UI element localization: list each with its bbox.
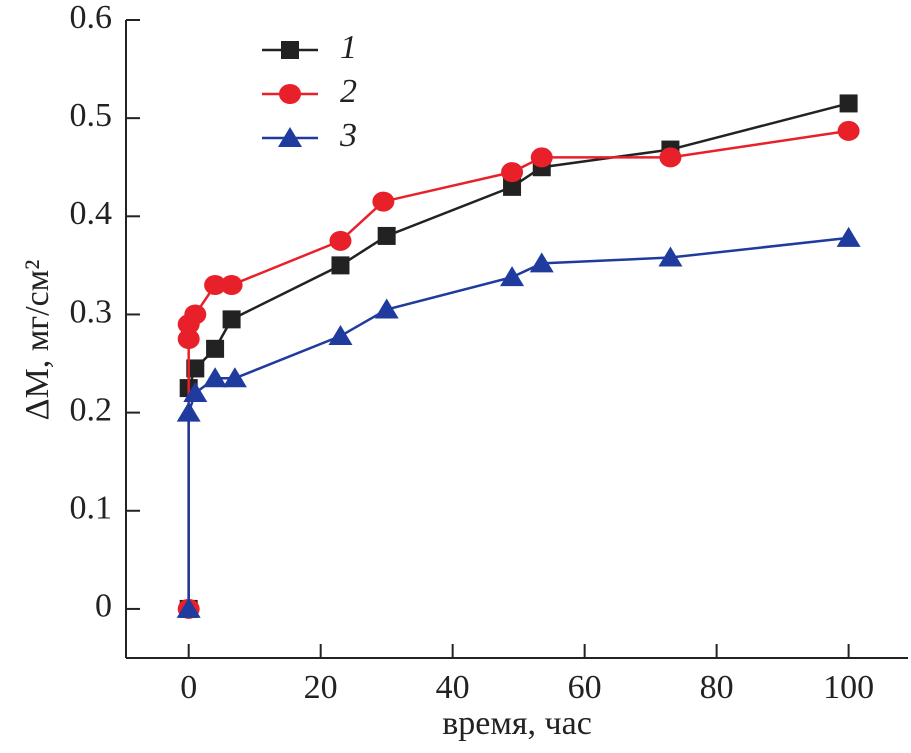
y-tick-label: 0.3 [70, 293, 113, 330]
y-tick-label: 0.5 [70, 97, 113, 134]
x-tick-label: 80 [700, 669, 734, 706]
y-tick-label: 0 [95, 588, 112, 625]
legend-label: 3 [339, 117, 357, 154]
marker [220, 275, 243, 296]
legend-label: 1 [340, 29, 357, 66]
y-tick-label: 0.2 [70, 391, 113, 428]
legend-label: 2 [340, 73, 357, 110]
marker [500, 266, 525, 287]
marker [222, 367, 247, 388]
x-tick-label: 40 [436, 669, 470, 706]
marker [186, 359, 205, 378]
marker [659, 147, 682, 168]
legend-marker [281, 41, 299, 59]
marker [203, 367, 228, 388]
series-line [187, 236, 849, 609]
x-tick-label: 20 [304, 669, 338, 706]
marker [328, 325, 353, 346]
marker [658, 246, 683, 267]
y-axis-label: ΔM, мг/см² [19, 260, 56, 421]
x-tick-label: 0 [180, 669, 197, 706]
x-tick-label: 60 [568, 669, 602, 706]
marker [331, 256, 350, 275]
marker [206, 339, 225, 358]
marker [374, 298, 399, 319]
marker [176, 597, 201, 618]
marker [329, 230, 352, 251]
x-axis-label: время, час [442, 705, 592, 742]
marker [183, 381, 208, 402]
marker [503, 177, 522, 196]
series-line [187, 129, 849, 609]
marker [204, 275, 227, 296]
marker [184, 304, 207, 325]
legend-marker [279, 84, 301, 104]
y-tick-label: 0.6 [70, 0, 113, 36]
marker [372, 191, 395, 212]
marker [839, 94, 858, 113]
marker [530, 147, 553, 168]
marker [836, 226, 861, 247]
marker [222, 310, 241, 329]
y-tick-label: 0.4 [70, 195, 113, 232]
marker [177, 329, 200, 349]
marker [501, 162, 524, 183]
x-tick-label: 100 [823, 669, 874, 706]
marker [529, 252, 554, 273]
y-tick-label: 0.1 [70, 490, 113, 527]
marker [837, 120, 860, 141]
marker [377, 226, 396, 245]
marker [176, 401, 201, 422]
legend-marker [278, 127, 302, 147]
